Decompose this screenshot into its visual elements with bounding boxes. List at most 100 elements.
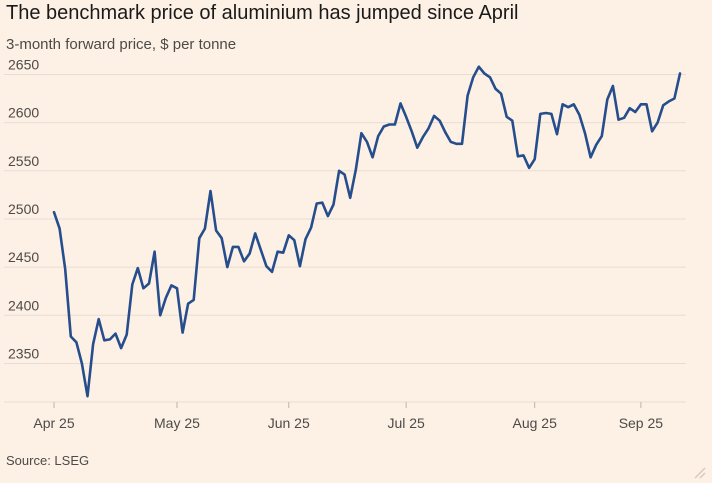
data-point [661,103,665,107]
data-point [197,236,201,240]
data-point [91,342,95,346]
data-point [421,135,425,139]
data-point [510,119,514,123]
data-point [639,102,643,106]
data-point [589,155,593,159]
data-point [181,331,185,335]
data-point [141,286,145,290]
x-tick-label: Apr 25 [33,415,74,431]
data-point [69,334,73,338]
data-point [561,102,565,106]
data-point [192,298,196,302]
data-point [136,266,140,270]
data-point [533,157,537,161]
y-axis: 2350 2400 2450 2500 2550 2600 2650 [8,56,39,361]
x-tick-label: Jun 25 [268,415,310,431]
data-point [549,112,553,116]
data-point [281,251,285,255]
data-point [460,142,464,146]
data-point [175,286,179,290]
data-point [58,227,62,231]
data-point [577,113,581,117]
data-point [147,282,151,286]
data-point [667,99,671,103]
data-point [52,210,56,214]
data-point [432,114,436,118]
data-point [80,361,84,365]
data-point [365,140,369,144]
data-point [387,123,391,127]
data-point [544,111,548,115]
chart-title: The benchmark price of aluminium has jum… [6,2,519,24]
y-tick-label-2350: 2350 [8,345,39,361]
data-point [214,229,218,233]
data-point [443,130,447,134]
data-point [102,338,106,342]
data-point [348,196,352,200]
data-point [415,146,419,150]
data-point [449,140,453,144]
data-point [125,333,129,337]
y-tick-label-2500: 2500 [8,201,39,217]
data-point [86,394,90,398]
data-point [650,129,654,133]
y-tick-label-2550: 2550 [8,153,39,169]
data-point [354,168,358,172]
data-point [572,102,576,106]
data-point [343,173,347,177]
data-point [298,264,302,268]
data-point [253,231,257,235]
data-point [225,265,229,269]
data-point [605,97,609,101]
data-point [203,227,207,231]
data-point [169,283,173,287]
x-tick-label: Sep 25 [619,415,664,431]
data-point [331,203,335,207]
data-point [326,214,330,218]
data-point [276,250,280,254]
data-point [471,75,475,79]
data-point [656,121,660,125]
data-point [158,313,162,317]
data-point [583,131,587,135]
data-point [482,71,486,75]
data-point [130,282,134,286]
data-point [304,237,308,241]
data-point [622,116,626,120]
data-point [594,143,598,147]
data-point [477,65,481,69]
data-point [242,259,246,263]
chart-source: Source: LSEG [6,453,90,468]
data-point [209,189,213,193]
data-point [678,71,682,75]
data-point [494,87,498,91]
data-point [63,267,67,271]
data-point [337,169,341,173]
data-point [600,134,604,138]
data-point [505,115,509,119]
data-point [617,118,621,122]
data-point [611,84,615,88]
data-point [404,115,408,119]
data-point [382,124,386,128]
data-point [74,340,78,344]
y-tick-label-2600: 2600 [8,105,39,121]
data-point [628,106,632,110]
data-point [399,101,403,105]
data-point [516,154,520,158]
data-point [259,248,263,252]
data-point [108,337,112,341]
data-point [522,153,526,157]
data-point [315,202,319,206]
data-point [113,332,117,336]
grid-layer [4,73,686,403]
y-tick-label-2400: 2400 [8,297,39,313]
data-point [292,238,296,242]
data-point [231,245,235,249]
data-point [236,245,240,249]
data-point [410,129,414,133]
data-point [97,317,101,321]
data-point [426,126,430,130]
data-point [309,226,313,230]
